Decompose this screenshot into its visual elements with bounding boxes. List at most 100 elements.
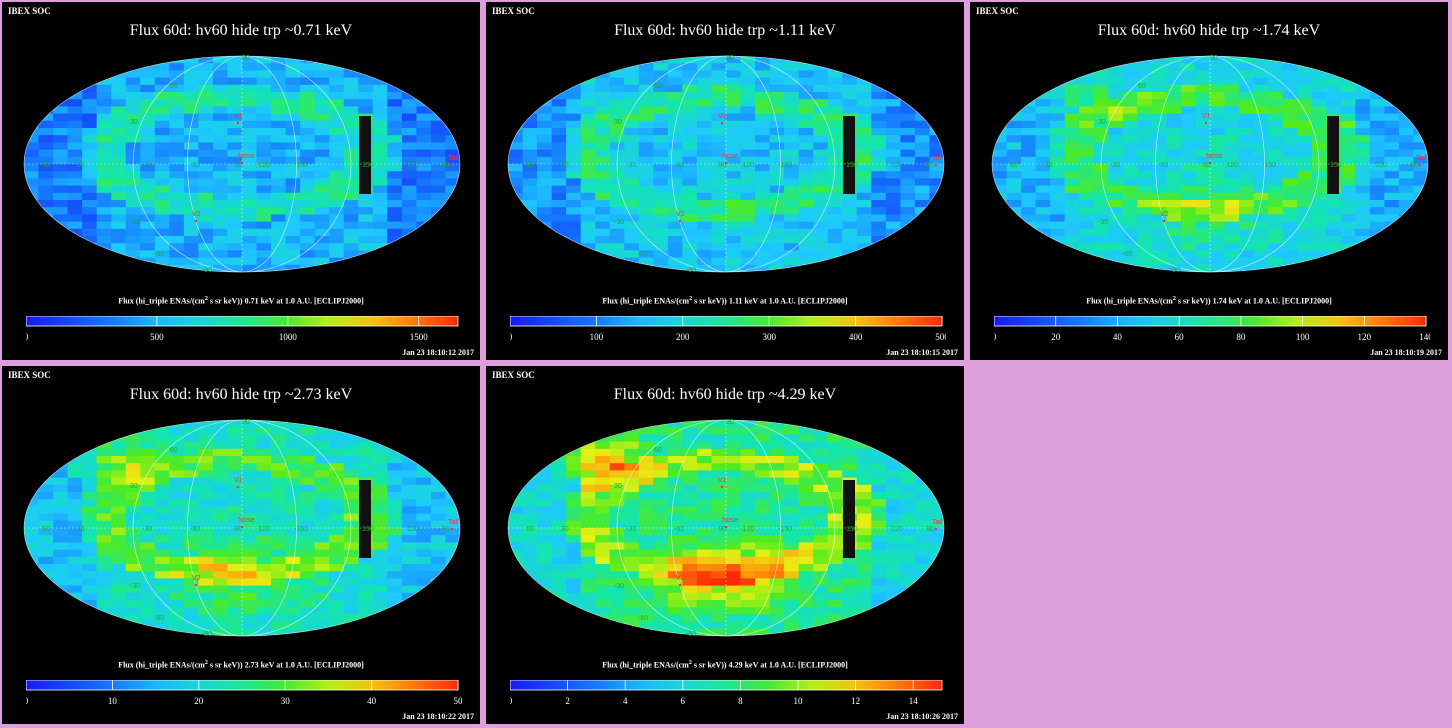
flux-pixel [387,592,403,601]
flux-pixel [1021,236,1037,244]
latitude-label: -60 [154,251,164,258]
flux-pixel [183,441,199,450]
flux-pixel [914,192,931,201]
flux-pixel [67,99,83,107]
flux-pixel [111,264,127,272]
flux-pixel [1079,228,1095,237]
flux-pixel [624,207,640,215]
flux-pixel [242,427,258,435]
flux-pixel [885,513,901,522]
flux-pixel [755,470,771,479]
flux-pixel [343,456,359,464]
flux-pixel [38,456,54,464]
flux-pixel [285,264,301,272]
flux-pixel [682,178,698,187]
flux-pixel [1137,214,1153,223]
flux-pixel [1137,156,1153,165]
flux-pixel [1079,149,1095,158]
flux-pixel [300,614,316,623]
flux-pixel [769,628,785,636]
flux-pixel [1137,178,1153,187]
colorbar-caption: Flux (hi_triple ENAs/(cm2 s sr keV)) 1.1… [602,296,848,306]
flux-pixel [653,456,669,464]
flux-pixel [387,236,403,244]
flux-pixel [551,156,567,165]
flux-pixel [183,113,199,122]
flux-pixel [885,257,901,266]
flux-pixel [827,434,843,443]
flux-pixel [358,420,374,428]
flux-pixel [580,607,596,615]
flux-pixel [609,614,625,623]
flux-pixel [696,420,713,428]
flux-pixel [1180,236,1197,244]
flux-pixel [798,135,814,143]
flux-pixel [227,221,243,230]
flux-pixel [314,185,330,194]
flux-pixel [96,477,112,486]
flux-pixel [740,207,756,215]
flux-pixel [856,571,872,579]
flux-pixel [929,420,944,428]
flux-pixel [900,585,916,594]
flux-pixel [1064,178,1080,187]
flux-pixel [900,484,916,493]
flux-pixel [256,448,272,457]
flux-pixel [769,499,785,507]
flux-pixel [682,221,698,230]
flux-pixel [430,542,447,551]
flux-pixel [154,499,170,507]
flux-pixel [1369,236,1385,244]
flux-pixel [696,250,713,259]
flux-pixel [798,492,814,500]
flux-pixel [696,621,713,630]
flux-pixel [522,149,538,158]
flux-pixel [1413,250,1428,259]
flux-pixel [212,571,229,579]
flux-pixel [798,178,814,187]
flux-pixel [827,463,843,471]
flux-pixel [314,448,330,457]
flux-pixel [1108,178,1124,187]
flux-pixel [566,243,582,251]
flux-pixel [682,456,698,464]
flux-pixel [111,84,127,93]
flux-pixel [256,420,272,428]
flux-pixel [595,441,611,450]
marker-dot [724,525,728,529]
flux-pixel [343,200,359,208]
flux-pixel [96,420,112,428]
flux-pixel [271,492,287,500]
flux-pixel [609,571,625,579]
flux-pixel [711,257,727,266]
flux-pixel [401,257,417,266]
flux-pixel [1195,156,1211,165]
flux-pixel [285,492,301,500]
flux-pixel [885,448,901,457]
flux-pixel [1398,56,1415,64]
flux-pixel [508,585,524,594]
flux-pixel [242,434,258,443]
flux-pixel [595,221,611,230]
flux-pixel [798,578,814,587]
flux-pixel [343,243,359,251]
flux-pixel [682,185,698,194]
flux-pixel [111,63,127,71]
flux-pixel [212,99,229,107]
colorbar-tick-label: 100 [590,332,604,342]
flux-pixel [169,477,185,486]
flux-pixel [82,264,98,272]
flux-pixel [154,571,170,579]
flux-pixel [784,56,800,64]
flux-pixel [784,441,800,450]
flux-pixel [1166,250,1182,259]
flux-pixel [24,513,40,522]
flux-pixel [140,128,156,136]
flux-pixel [1369,164,1385,172]
flux-pixel [140,236,156,244]
flux-pixel [416,578,432,587]
flux-pixel [566,250,582,259]
flux-pixel [522,592,538,601]
flux-pixel [300,427,316,435]
flux-pixel [900,427,916,435]
